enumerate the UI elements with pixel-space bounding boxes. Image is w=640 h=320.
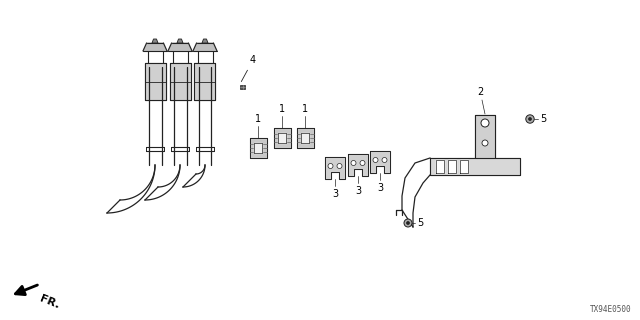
Polygon shape <box>430 158 520 175</box>
Text: 4: 4 <box>241 55 256 82</box>
Polygon shape <box>193 43 217 51</box>
Polygon shape <box>152 39 158 43</box>
Circle shape <box>481 119 489 127</box>
Circle shape <box>373 157 378 163</box>
Text: 2: 2 <box>477 87 483 97</box>
Polygon shape <box>250 138 266 158</box>
Polygon shape <box>460 160 468 173</box>
Polygon shape <box>273 128 291 148</box>
Polygon shape <box>296 128 314 148</box>
Polygon shape <box>348 154 368 176</box>
Text: 3: 3 <box>355 186 361 196</box>
Polygon shape <box>145 63 166 100</box>
Polygon shape <box>202 39 208 43</box>
Circle shape <box>404 219 412 227</box>
Polygon shape <box>475 115 495 158</box>
Text: FR.: FR. <box>38 294 61 311</box>
Circle shape <box>337 164 342 169</box>
Polygon shape <box>278 133 286 143</box>
Circle shape <box>529 117 531 121</box>
Polygon shape <box>168 43 192 51</box>
Circle shape <box>406 221 410 225</box>
Polygon shape <box>448 160 456 173</box>
Polygon shape <box>195 63 216 100</box>
Polygon shape <box>170 63 191 100</box>
Polygon shape <box>177 39 183 43</box>
Polygon shape <box>370 151 390 173</box>
Text: 3: 3 <box>332 189 338 199</box>
Circle shape <box>482 140 488 146</box>
Polygon shape <box>254 143 262 153</box>
Circle shape <box>382 157 387 163</box>
Text: TX94E0500: TX94E0500 <box>590 305 632 314</box>
Circle shape <box>526 115 534 123</box>
Polygon shape <box>436 160 444 173</box>
Text: 1: 1 <box>302 104 308 114</box>
Text: 3: 3 <box>377 183 383 193</box>
Polygon shape <box>241 84 246 90</box>
Polygon shape <box>301 133 309 143</box>
Text: 1: 1 <box>279 104 285 114</box>
Circle shape <box>351 161 356 165</box>
Text: 1: 1 <box>255 114 261 124</box>
Circle shape <box>360 161 365 165</box>
Text: 5: 5 <box>417 218 423 228</box>
Text: 5: 5 <box>540 114 547 124</box>
Polygon shape <box>143 43 167 51</box>
Circle shape <box>328 164 333 169</box>
Polygon shape <box>325 157 345 179</box>
